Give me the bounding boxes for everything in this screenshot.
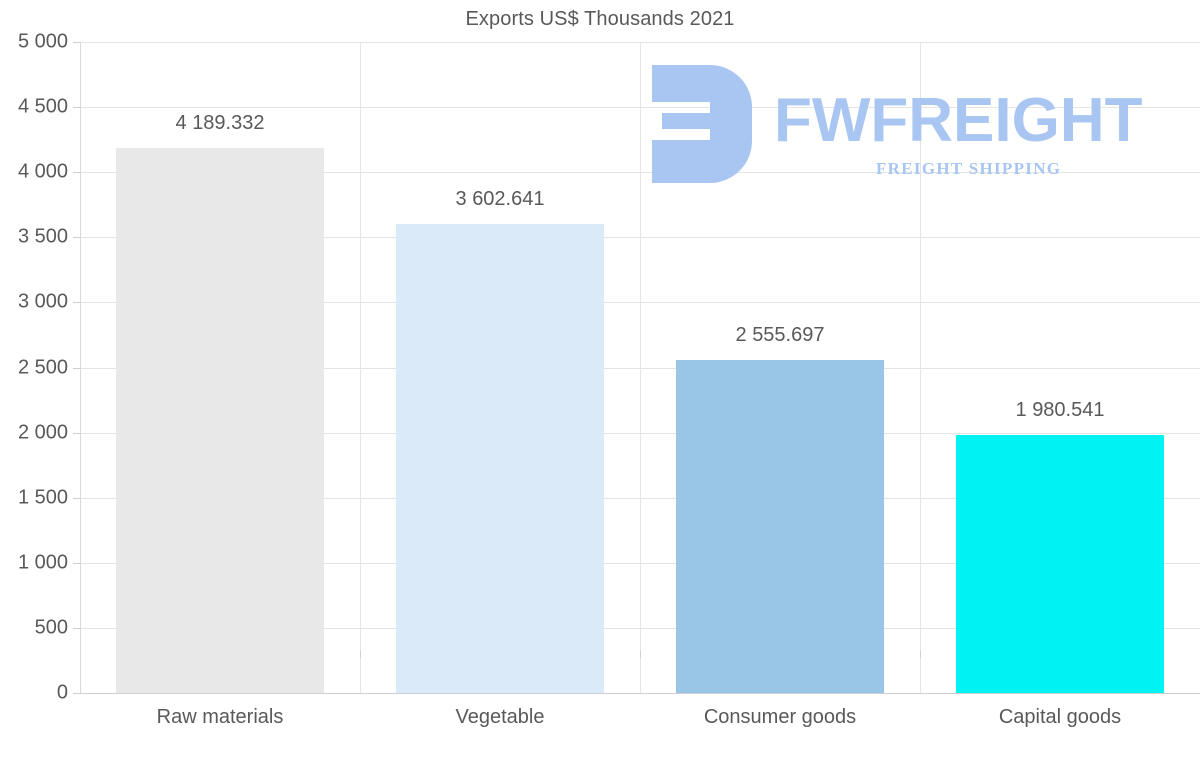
gridline-vertical [640,42,641,693]
y-axis-tick-label: 4 000 [17,160,68,183]
y-axis-tick-mark [73,107,80,109]
y-axis-tick-label: 5 000 [17,30,68,53]
y-axis-tick-mark [73,497,80,499]
y-axis-tick-label: 1 000 [17,551,68,574]
x-axis-tick-mark [920,651,921,658]
x-axis-tick-label: Capital goods [998,706,1122,728]
x-axis-baseline [74,693,1200,694]
y-axis-tick-label: 500 [34,616,68,639]
y-axis-tick-mark [73,432,80,434]
y-axis-tick-mark [73,693,80,694]
bar-consumer-goods[interactable] [675,360,885,693]
bar-value-label: 1 980.541 [1015,399,1105,422]
x-axis-tick-label: Consumer goods [703,706,857,728]
plot-area: 4 189.332 3 602.641 2 555.697 1 980.541 [74,42,1200,694]
y-axis-tick-mark [73,627,80,629]
y-axis-tick-mark [73,302,80,304]
gridline-horizontal [80,107,1200,109]
y-axis-tick-mark [73,562,80,564]
chart-title: Exports US$ Thousands 2021 [465,8,735,30]
y-axis-tick-label: 0 [56,681,68,704]
bar-capital-goods[interactable] [955,435,1165,693]
x-axis-tick-label: Raw materials [156,706,284,728]
gridline-horizontal [80,42,1200,43]
bar-value-label: 2 555.697 [735,324,825,347]
bar-value-label: 3 602.641 [455,187,545,210]
y-axis-tick-label: 3 000 [17,290,68,313]
y-axis-tick-mark [73,42,80,43]
y-axis-tick-mark [73,172,80,174]
y-axis-tick-mark [73,237,80,239]
y-axis-tick-label: 2 500 [17,356,68,378]
bar-raw-materials[interactable] [115,147,325,693]
y-axis-tick-label: 4 500 [17,95,68,118]
x-axis-tick-mark [360,651,361,658]
bar-value-label: 4 189.332 [175,111,265,134]
gridline-vertical [920,42,921,693]
gridline-vertical [360,42,361,693]
y-axis-tick-label: 2 000 [17,421,68,444]
y-axis-line [79,42,81,693]
x-axis-tick-label: Vegetable [455,706,545,728]
x-axis-tick-mark [640,651,641,658]
y-axis-tick-label: 3 500 [17,225,68,248]
y-axis-tick-label: 1 500 [17,486,68,509]
bar-vegetable[interactable] [395,223,605,693]
y-axis-tick-mark [73,367,80,369]
